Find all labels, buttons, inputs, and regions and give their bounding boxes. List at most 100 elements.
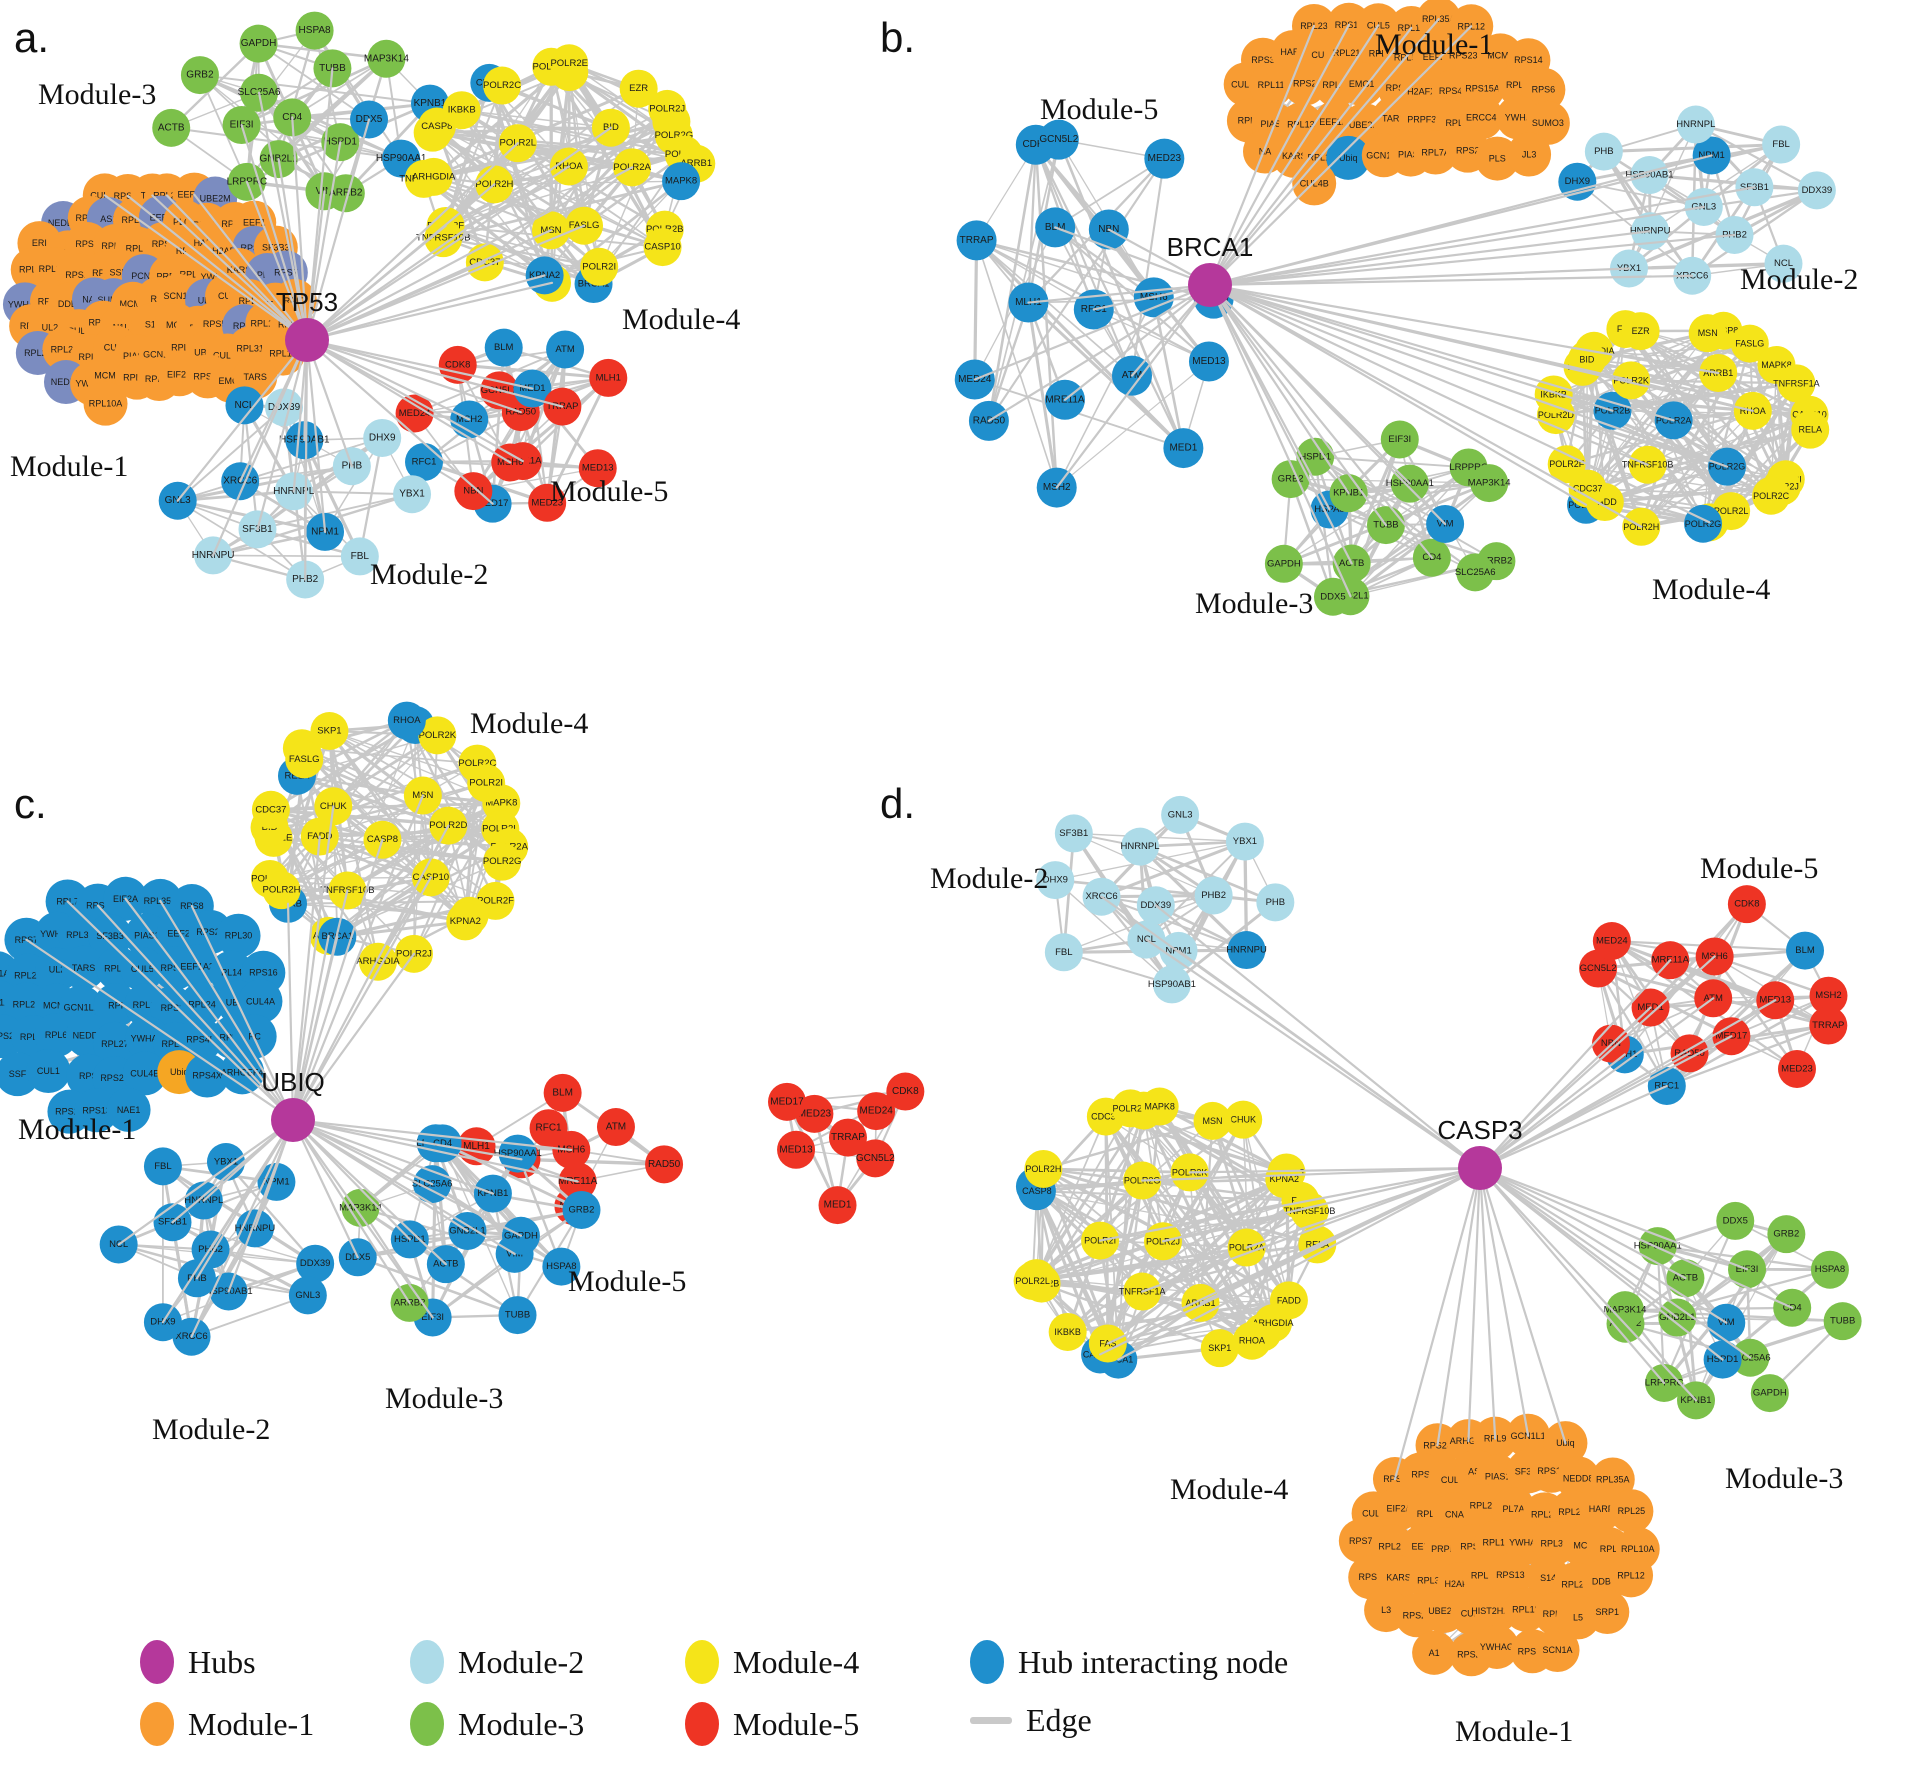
network-node[interactable]: POLR2G bbox=[483, 842, 522, 881]
network-node[interactable]: RPL12 bbox=[1609, 1553, 1654, 1598]
network-node[interactable]: PHB bbox=[1584, 132, 1623, 171]
network-node[interactable]: HSP90AA1 bbox=[1634, 1227, 1682, 1266]
network-node[interactable]: POLR2C bbox=[483, 66, 521, 105]
network-node[interactable]: BLM bbox=[543, 1073, 582, 1112]
hub-spokes bbox=[25, 794, 579, 1338]
network-node[interactable]: SRP1 bbox=[1585, 1590, 1630, 1635]
network-node[interactable]: MSN bbox=[1193, 1101, 1232, 1140]
network-node[interactable]: CASP10 bbox=[643, 228, 682, 267]
network-node[interactable]: EMG1 bbox=[1339, 62, 1384, 107]
network-node[interactable]: DDX39 bbox=[1797, 171, 1836, 210]
network-node[interactable]: TUBB bbox=[498, 1296, 537, 1335]
network-node[interactable]: YBX1 bbox=[206, 1142, 245, 1181]
network-node[interactable]: MLH1 bbox=[589, 358, 628, 397]
network-node[interactable]: SKP1 bbox=[1200, 1329, 1239, 1368]
network-node[interactable]: YBX1 bbox=[393, 475, 432, 514]
network-node[interactable]: RPL25 bbox=[1609, 1489, 1654, 1534]
network-node[interactable]: NBN bbox=[454, 472, 493, 511]
network-node[interactable]: YBX1 bbox=[1225, 822, 1264, 861]
network-node[interactable]: JL3 bbox=[1507, 132, 1552, 177]
network-node[interactable]: DHX9 bbox=[363, 418, 402, 457]
network-node[interactable]: MAPK8 bbox=[1140, 1087, 1179, 1126]
network-node[interactable]: GCN5L2 bbox=[856, 1139, 895, 1178]
network-node[interactable]: RHOA bbox=[387, 701, 426, 740]
network-node[interactable]: DDX5 bbox=[1716, 1201, 1755, 1240]
network-node[interactable]: RFC1 bbox=[405, 442, 444, 481]
network-node[interactable]: POLR2G bbox=[1684, 504, 1723, 543]
network-node[interactable]: CDK8 bbox=[886, 1072, 925, 1111]
network-node[interactable]: SKP1 bbox=[310, 711, 349, 750]
network-node[interactable]: RAD50 bbox=[645, 1145, 684, 1184]
network-node[interactable]: BLM bbox=[484, 328, 523, 367]
network-node[interactable]: ATM bbox=[596, 1108, 635, 1147]
network-node[interactable]: DDX39 bbox=[296, 1244, 335, 1283]
network-node[interactable]: MSN bbox=[1688, 314, 1727, 353]
network-node[interactable]: SF3B1 bbox=[1054, 814, 1093, 853]
network-node[interactable]: MED1 bbox=[818, 1186, 857, 1225]
network-node[interactable]: HSPA8 bbox=[1810, 1250, 1849, 1289]
module-label: Module-1 bbox=[10, 450, 129, 483]
network-node[interactable]: MED17 bbox=[767, 1082, 806, 1121]
network-node[interactable]: POLR2I bbox=[467, 764, 506, 803]
module-label: Module-1 bbox=[1455, 1715, 1574, 1748]
network-node[interactable]: MAPK8 bbox=[662, 162, 701, 201]
network-node[interactable]: MED13 bbox=[1188, 341, 1229, 382]
network-node[interactable]: RFC1 bbox=[529, 1109, 568, 1148]
module-label: Module-1 bbox=[18, 1113, 137, 1146]
network-node[interactable]: GRB2 bbox=[180, 56, 219, 95]
module-nodes: RFC1ATMMRE11AMLH1BLMNBNMSH6MSH2RAD50MED2… bbox=[954, 119, 1234, 508]
network-node[interactable]: GAPDH bbox=[1264, 544, 1303, 583]
network-node[interactable]: MED23 bbox=[1778, 1049, 1817, 1088]
network-node[interactable]: POLR2H bbox=[1024, 1149, 1063, 1188]
network-node[interactable]: EIF3I bbox=[1380, 420, 1419, 459]
network-node[interactable]: POLR2I bbox=[580, 247, 619, 286]
module-label: Module-2 bbox=[152, 1413, 271, 1446]
network-node[interactable]: TUBB bbox=[1823, 1302, 1862, 1341]
network-node[interactable]: DHX9 bbox=[1558, 162, 1597, 201]
network-node[interactable]: GNL3 bbox=[288, 1276, 327, 1315]
legend-label: Module-4 bbox=[733, 1643, 860, 1680]
network-node[interactable]: IKBKB bbox=[442, 91, 481, 130]
network-node[interactable]: POLR2H bbox=[262, 871, 301, 910]
network-node[interactable]: SCN1A bbox=[1535, 1627, 1580, 1672]
network-node[interactable]: CDC37 bbox=[251, 790, 290, 829]
network-node[interactable]: BLM bbox=[1786, 931, 1825, 970]
network-node[interactable]: FBL bbox=[1044, 933, 1083, 972]
network-node[interactable]: GRB2 bbox=[1767, 1215, 1806, 1254]
network-node[interactable]: POLR2C bbox=[1752, 476, 1791, 515]
network-node[interactable]: EZR bbox=[1621, 312, 1660, 351]
network-node[interactable]: ACTB bbox=[152, 108, 191, 147]
network-node[interactable]: GAPDH bbox=[1750, 1374, 1789, 1413]
network-node[interactable]: KPNA2 bbox=[446, 902, 485, 941]
network-node[interactable]: HSPA8 bbox=[295, 11, 334, 50]
network-node[interactable]: MED23 bbox=[1144, 138, 1185, 179]
network-node[interactable]: CDK8 bbox=[1727, 885, 1766, 924]
network-node[interactable]: PHB2 bbox=[1194, 876, 1233, 915]
network-node[interactable]: GAPDH bbox=[239, 24, 278, 63]
network-node[interactable]: FASLG bbox=[285, 740, 324, 779]
network-node[interactable]: POLR2L bbox=[1013, 1261, 1052, 1300]
network-node[interactable]: KPNA2 bbox=[1265, 1160, 1304, 1199]
network-node[interactable]: MED13 bbox=[777, 1130, 816, 1169]
network-node[interactable]: RELA bbox=[1791, 410, 1830, 449]
network-node[interactable]: PHB bbox=[1256, 883, 1295, 922]
network-node[interactable]: RHOA bbox=[1232, 1321, 1271, 1360]
network-node[interactable]: GNL3 bbox=[1161, 795, 1200, 834]
network-node[interactable]: TRRAP bbox=[956, 220, 997, 261]
network-node[interactable]: FBL bbox=[1762, 125, 1801, 164]
network-node[interactable]: FBL bbox=[143, 1147, 182, 1186]
network-node[interactable]: MED24 bbox=[1592, 922, 1631, 961]
panel-letter-a: a. bbox=[14, 14, 50, 61]
legend-label: Hubs bbox=[188, 1643, 256, 1680]
network-node[interactable]: RPL10A bbox=[83, 381, 128, 426]
network-node[interactable]: ATM bbox=[546, 330, 585, 369]
network-node[interactable]: GRB2 bbox=[562, 1190, 601, 1229]
network-node[interactable]: POLR2E bbox=[550, 44, 589, 83]
panel-letter-b: b. bbox=[880, 14, 916, 61]
network-node[interactable]: CUL1 bbox=[26, 1049, 71, 1094]
network-node[interactable]: IKBKB bbox=[1048, 1312, 1087, 1351]
network-node[interactable]: MED1 bbox=[1163, 428, 1204, 469]
network-node[interactable]: RPL30 bbox=[216, 913, 261, 958]
network-node[interactable]: TRRAP bbox=[1809, 1006, 1848, 1045]
network-node[interactable]: DDX5 bbox=[1313, 577, 1352, 616]
